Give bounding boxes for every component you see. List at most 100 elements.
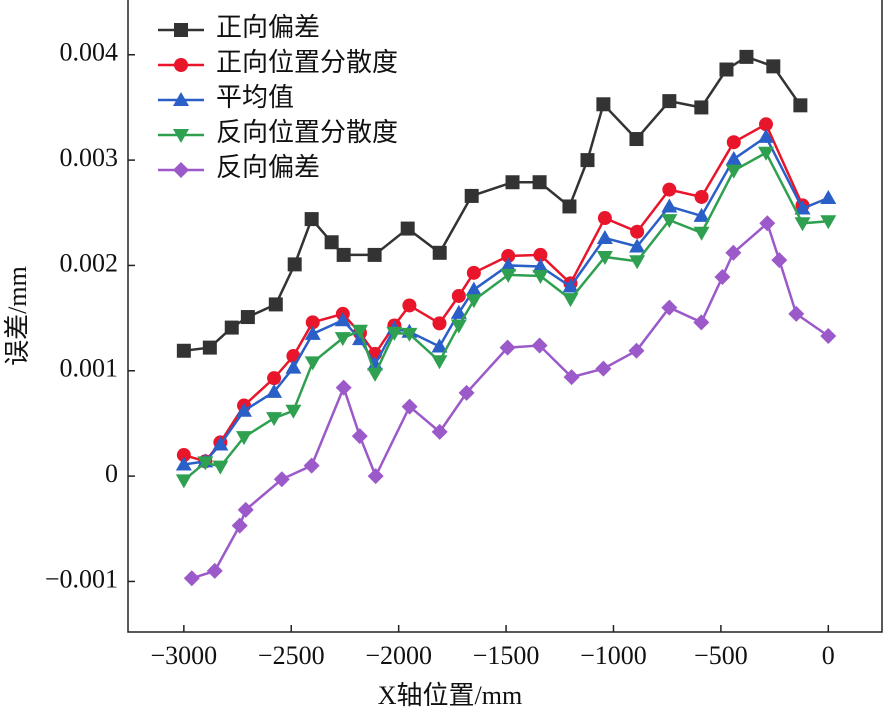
- marker: [719, 62, 734, 77]
- x-tick-label: −3000: [151, 641, 218, 670]
- marker: [176, 448, 191, 463]
- marker: [793, 98, 808, 113]
- marker: [266, 383, 283, 398]
- marker: [758, 128, 774, 143]
- marker: [693, 207, 710, 222]
- legend-label: 反向偏差: [216, 153, 320, 182]
- marker: [759, 117, 773, 132]
- marker: [694, 189, 709, 204]
- marker: [352, 324, 368, 339]
- marker: [273, 471, 290, 488]
- marker: [820, 215, 837, 230]
- x-tick-label: −1000: [580, 641, 647, 670]
- x-axis-label: X轴位置/mm: [378, 681, 522, 710]
- marker: [532, 269, 549, 284]
- marker: [266, 412, 283, 427]
- y-tick-label: 0.003: [60, 143, 119, 172]
- marker: [450, 319, 467, 334]
- marker: [563, 369, 580, 386]
- marker: [629, 238, 646, 253]
- marker: [562, 293, 579, 308]
- marker: [173, 129, 189, 143]
- marker: [532, 175, 547, 190]
- marker: [267, 371, 282, 386]
- marker: [174, 23, 188, 37]
- marker: [236, 431, 252, 446]
- marker: [367, 468, 384, 485]
- marker: [766, 59, 781, 74]
- marker: [367, 247, 382, 262]
- marker: [726, 135, 741, 150]
- marker: [173, 162, 189, 178]
- marker: [562, 278, 579, 293]
- marker: [465, 281, 482, 296]
- axis-frame: [127, 0, 883, 633]
- x-tick-label: −2500: [258, 641, 325, 670]
- marker: [324, 235, 339, 250]
- marker: [788, 305, 805, 322]
- marker: [450, 304, 467, 319]
- marker: [351, 428, 368, 445]
- marker: [400, 221, 415, 236]
- marker: [336, 247, 351, 262]
- marker: [401, 398, 418, 415]
- marker: [431, 355, 448, 370]
- marker: [466, 265, 481, 280]
- series-line: [183, 135, 829, 466]
- x-tick-label: −1500: [473, 641, 540, 670]
- marker: [693, 226, 710, 241]
- marker: [287, 257, 302, 272]
- legend-label: 平均值: [216, 83, 294, 112]
- marker: [714, 269, 731, 286]
- marker: [501, 248, 516, 263]
- marker: [240, 310, 255, 325]
- marker: [597, 211, 612, 226]
- marker: [662, 94, 677, 109]
- marker: [465, 294, 482, 309]
- marker: [176, 343, 191, 358]
- marker: [236, 402, 252, 417]
- marker: [661, 299, 678, 316]
- marker: [630, 224, 645, 239]
- marker: [451, 288, 466, 303]
- marker: [431, 423, 448, 440]
- marker: [739, 49, 754, 64]
- marker: [820, 328, 837, 345]
- marker: [500, 268, 517, 283]
- marker: [458, 384, 475, 401]
- marker: [693, 314, 710, 331]
- marker: [386, 326, 403, 341]
- marker: [661, 214, 678, 229]
- marker: [268, 297, 283, 312]
- marker: [183, 570, 200, 587]
- y-tick-label: 0: [105, 459, 118, 488]
- marker: [499, 339, 516, 356]
- marker: [334, 332, 351, 347]
- marker: [759, 215, 776, 232]
- marker: [231, 517, 248, 534]
- marker: [596, 251, 613, 266]
- marker: [629, 132, 644, 147]
- marker: [661, 198, 678, 213]
- marker: [175, 474, 192, 489]
- x-tick-label: −500: [694, 641, 748, 670]
- marker: [794, 200, 811, 215]
- marker: [335, 379, 352, 396]
- marker: [725, 164, 742, 179]
- marker: [500, 257, 517, 272]
- marker: [285, 359, 302, 374]
- marker: [212, 436, 229, 451]
- marker: [794, 217, 811, 232]
- marker: [173, 92, 189, 106]
- marker: [531, 337, 548, 354]
- marker: [431, 338, 448, 353]
- marker: [432, 316, 447, 331]
- x-tick-label: −2000: [365, 641, 432, 670]
- marker: [401, 327, 418, 342]
- marker: [432, 245, 447, 260]
- marker: [197, 456, 214, 471]
- marker: [694, 100, 709, 115]
- legend-label: 正向偏差: [216, 13, 320, 42]
- marker: [175, 456, 192, 471]
